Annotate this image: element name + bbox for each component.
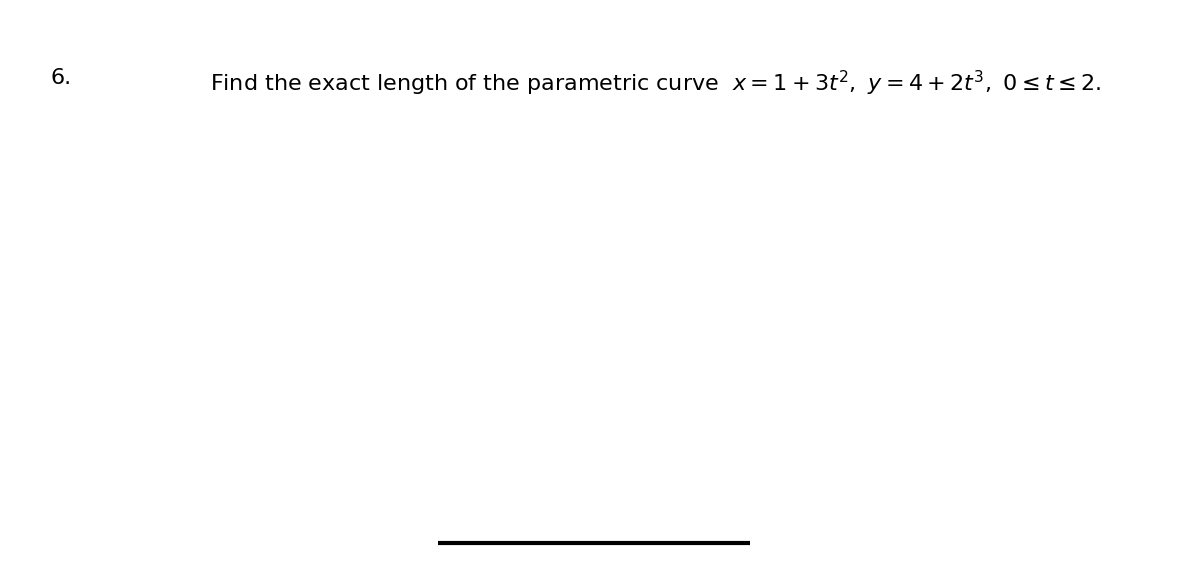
Text: Find the exact length of the parametric curve  $x =1+3t^{2},\ y=4+2t^{3},\ 0\leq: Find the exact length of the parametric … xyxy=(210,68,1102,97)
Text: 6.: 6. xyxy=(50,68,72,88)
